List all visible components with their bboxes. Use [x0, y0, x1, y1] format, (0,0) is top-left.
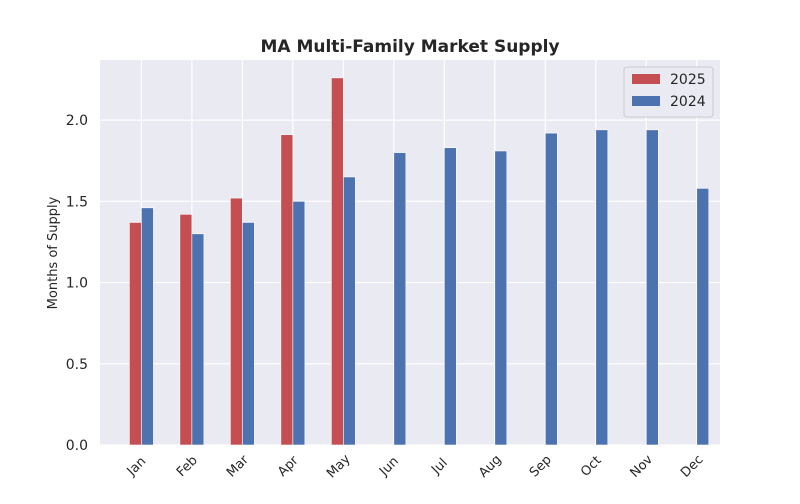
x-tick-label: Feb — [174, 453, 201, 480]
y-tick-label: 2.0 — [66, 113, 88, 129]
x-tick-label: Jul — [428, 456, 450, 478]
x-tick-label: Nov — [628, 452, 657, 481]
bars — [129, 77, 710, 446]
bar-2024-sep — [545, 132, 558, 446]
legend-label-2024: 2024 — [670, 94, 706, 110]
x-tick-labels: Jan Feb Mar Apr May Jun Jul Aug Sep Oct Nov Dec — [124, 452, 707, 482]
y-axis-label: Months of Supply — [46, 196, 61, 309]
bar-2024-feb — [191, 233, 205, 446]
bar-2025-mar — [230, 197, 243, 446]
x-tick-label: Aug — [476, 452, 505, 481]
y-tick-labels: 0.0 0.5 1.0 1.5 2.0 — [66, 113, 88, 454]
bar-2025-apr — [280, 134, 294, 446]
x-tick-label: Dec — [678, 452, 706, 480]
bar-2024-apr — [292, 201, 306, 446]
chart-title: MA Multi-Family Market Supply — [260, 37, 559, 57]
x-tick-label: Jan — [124, 454, 149, 479]
bar-2024-jul — [444, 147, 457, 446]
y-tick-label: 0.0 — [66, 438, 88, 454]
bar-2025-may — [331, 77, 344, 446]
bar-2024-mar — [242, 222, 255, 446]
legend-label-2025: 2025 — [670, 72, 706, 88]
x-tick-label: Mar — [224, 452, 252, 480]
bar-2024-aug — [494, 150, 508, 446]
bar-2024-oct — [595, 129, 609, 446]
legend: 2025 2024 — [623, 66, 714, 118]
bar-2024-nov — [645, 129, 659, 446]
y-tick-label: 0.5 — [66, 357, 88, 373]
x-tick-label: Apr — [275, 453, 302, 480]
bar-2024-may — [343, 176, 356, 446]
x-tick-label: Jun — [376, 454, 402, 480]
legend-swatch-2025 — [632, 74, 660, 84]
bar-2024-dec — [696, 188, 710, 446]
x-tick-label: May — [324, 452, 354, 482]
bar-2024-jan — [141, 207, 154, 446]
bar-2025-feb — [179, 214, 193, 446]
x-tick-label: Oct — [578, 453, 605, 480]
y-tick-label: 1.5 — [66, 194, 88, 210]
y-tick-label: 1.0 — [66, 276, 88, 292]
legend-swatch-2024 — [632, 96, 660, 106]
bar-2024-jun — [393, 152, 407, 446]
x-tick-label: Sep — [527, 453, 555, 481]
bar-2025-jan — [129, 222, 142, 446]
